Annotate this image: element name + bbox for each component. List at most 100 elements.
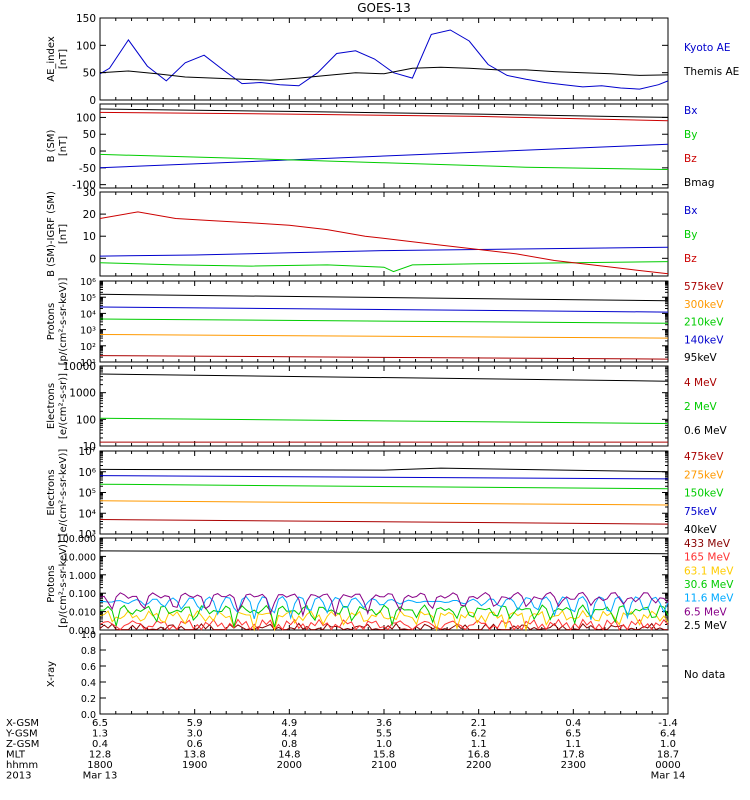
ephem-value: 2.1 [471,718,487,729]
y-tick-label: 0.100 [69,589,96,600]
y-axis-label: AE_index [46,36,57,82]
series-line-150kev [99,483,669,490]
legend-63-1-mev: 63.1 MeV [684,565,734,577]
legend-by: By [684,229,697,241]
y-axis-units: [p/(cm²-s-sr-keV)] [58,540,69,628]
y-tick-label: 0 [89,253,96,265]
y-tick-label: 10000 [63,361,96,373]
y-tick-label: 100 [76,112,96,124]
y-tick-label: 1000 [69,388,96,400]
ephem-value: 3.0 [187,729,203,740]
ephem-value: 6.5 [92,718,108,729]
series-line-475kev [99,519,669,525]
y-axis-units: [e/(cm²-s-sr)] [58,373,69,439]
legend-433-mev: 433 MeV [684,538,731,550]
ephem-row-label-x-gsm: X-GSM [6,718,39,729]
y-tick-label: 10⁶ [78,467,96,479]
ephem-value: 0.6 [187,739,203,750]
time-tick-label: 0000 [655,760,680,771]
legend-210kev: 210keV [684,317,724,329]
ephem-value: 0.4 [565,718,581,729]
y-axis-units: [nT] [58,49,69,69]
y-tick-label: 0.4 [81,678,96,689]
series-line-2-mev [99,417,669,424]
time-tick-label: 2200 [466,760,491,771]
y-axis-units: [nT] [58,224,69,244]
legend-0-6-mev: 0.6 MeV [684,425,728,437]
series-line-6-5-mev [99,591,669,618]
date-label: Mar 13 [83,771,118,782]
series-line-75kev [99,475,669,480]
panel-5: 10 100 1000 10000 Electrons [e/(cm²-s-sr)] 4 M… [46,361,728,453]
time-tick-label: 1800 [87,760,112,771]
series-line-bx [99,143,669,169]
y-axis-label: Protons [46,303,57,340]
ephem-value: 12.8 [89,750,111,761]
y-tick-label: 1.0 [81,630,96,641]
ephem-value: 3.6 [376,718,392,729]
series-line-300kev [99,334,669,339]
ephem-value: 1.1 [471,739,487,750]
legend-300kev: 300keV [684,299,724,311]
series-line-40kev [99,467,669,473]
ephem-row-label-hhmm: hhmm [6,760,38,771]
ephem-value: 1.3 [92,729,108,740]
ephem-value: 13.8 [184,750,206,761]
y-tick-label: 100 [76,414,96,426]
ephem-value: 0.4 [92,739,108,750]
y-tick-label: 10⁷ [78,446,96,458]
y-axis-label: Electrons [46,469,57,515]
legend-bx: Bx [684,205,697,217]
series-line-210kev [99,318,669,324]
series-line-0-6-mev [99,373,669,382]
series-line-themis-ae [99,66,669,81]
y-axis-label: Electrons [46,383,57,429]
series-line-by [99,153,669,170]
time-tick-label: 1900 [182,760,207,771]
ephem-value: 6.5 [565,729,581,740]
ephem-value: 6.2 [471,729,487,740]
y-axis-label: B (SM) [46,129,57,162]
y-tick-label: 0.2 [81,694,96,705]
legend-475kev: 475keV [684,451,724,463]
panel-4: 10¹ 10² 10³ 10⁴ 10⁵ 10⁶ Protons [p/(cm²-s-sr-ke… [46,277,724,369]
legend-by: By [684,129,697,141]
y-tick-label: 10³ [80,326,96,337]
panel-1: 0 50 100 150 AE_index [nT] Kyoto AE Themis AE [46,13,739,107]
series-line-bz [99,111,669,122]
series-line-by [99,261,669,273]
ephem-row-label-z-gsm: Z-GSM [6,739,39,750]
ephem-value: 15.8 [373,750,395,761]
no-data-note: No data [684,669,725,681]
series-line-433-mev [99,622,668,631]
ephem-value: 5.9 [187,718,203,729]
time-tick-label: 2100 [371,760,396,771]
y-tick-label: 0 [89,95,96,107]
legend-165-mev: 165 MeV [684,552,731,564]
series-line-bmag [99,108,669,118]
date-label: Mar 14 [651,771,686,782]
series-line-2-5-mev [99,550,669,555]
y-tick-label: 30 [83,187,96,199]
ephem-value: 0.8 [281,739,297,750]
ephem-value: 14.8 [278,750,300,761]
legend-40kev: 40keV [684,524,718,536]
y-tick-label: 10³ [78,529,96,541]
ephem-value: 16.8 [468,750,490,761]
legend-275kev: 275keV [684,469,724,481]
y-axis-label: Protons [46,565,57,602]
ephem-value: 4.4 [281,729,297,740]
legend-2-5-mev: 2.5 MeV [684,620,728,632]
ephem-value: -1.4 [658,718,678,729]
panel-8: 0.0 0.2 0.4 0.6 0.8 1.0 X-ray No data [46,630,725,721]
legend-6-5-mev: 6.5 MeV [684,606,728,618]
panel-2: -100 -50 0 50 100 B (SM) [nT] Bx By Bz Bmag [46,103,715,192]
series-line-30-6-mev [99,604,669,628]
y-tick-label: 0.010 [69,608,96,619]
legend-kyoto-ae: Kyoto AE [684,42,730,54]
legend-575kev: 575keV [684,281,724,293]
legend-bmag: Bmag [684,177,715,189]
legend-4-mev: 4 MeV [684,377,718,389]
y-tick-label: -50 [79,163,96,175]
